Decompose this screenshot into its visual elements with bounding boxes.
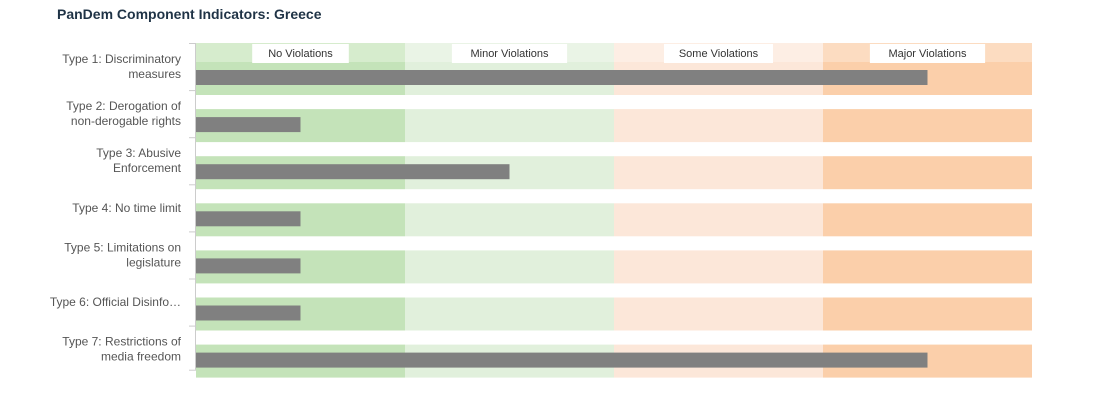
category-label: Type 3: Abusive Enforcement	[96, 146, 181, 175]
band-row3-3	[614, 156, 823, 190]
band-label-box	[664, 44, 773, 63]
category-label: Type 5: Limitations on legislature	[64, 240, 181, 269]
band-row6-3	[614, 297, 823, 331]
category-label: Type 4: No time limit	[72, 201, 181, 215]
band-row6-2	[405, 297, 614, 331]
band-row6-4	[823, 297, 1032, 331]
band-row5-3	[614, 250, 823, 284]
value-bar	[196, 258, 301, 274]
bar-layer	[196, 70, 928, 368]
category-label: Type 2: Derogation of non-derogable right…	[66, 99, 181, 128]
band-label-layer: No Violations Minor Violations Some Violat…	[252, 44, 986, 63]
band-row2-4	[823, 109, 1032, 143]
band-row2-3	[614, 109, 823, 143]
category-label-layer: Type 1: Discriminatory measures Type 2: De…	[50, 52, 182, 364]
band-label: Minor Violations	[470, 48, 549, 60]
band-label: No Violations	[268, 48, 333, 60]
category-label: Type 1: Discriminatory measures	[62, 52, 181, 81]
band-row5-4	[823, 250, 1032, 284]
band-row4-2	[405, 203, 614, 237]
category-label: Type 7: Restrictions of media freedom	[62, 335, 181, 364]
axis-layer	[189, 43, 196, 371]
band-row4-3	[614, 203, 823, 237]
band-label-box	[451, 44, 568, 63]
band-label-box	[252, 44, 349, 63]
band-row2-2	[405, 109, 614, 143]
band-label: Some Violations	[679, 48, 759, 60]
band-layer	[196, 43, 1032, 378]
category-label: Type 6: Official Disinfo…	[50, 295, 181, 309]
value-bar	[196, 211, 301, 227]
value-bar	[196, 352, 928, 368]
value-bar	[196, 117, 301, 133]
value-bar	[196, 70, 928, 85]
value-bar	[196, 305, 301, 321]
band-row4-4	[823, 203, 1032, 237]
value-bar	[196, 164, 510, 180]
band-row5-2	[405, 250, 614, 284]
chart-title: PanDem Component Indicators: Greece	[57, 6, 322, 22]
band-label-box	[869, 44, 986, 63]
band-row3-4	[823, 156, 1032, 190]
band-label: Major Violations	[888, 48, 967, 60]
